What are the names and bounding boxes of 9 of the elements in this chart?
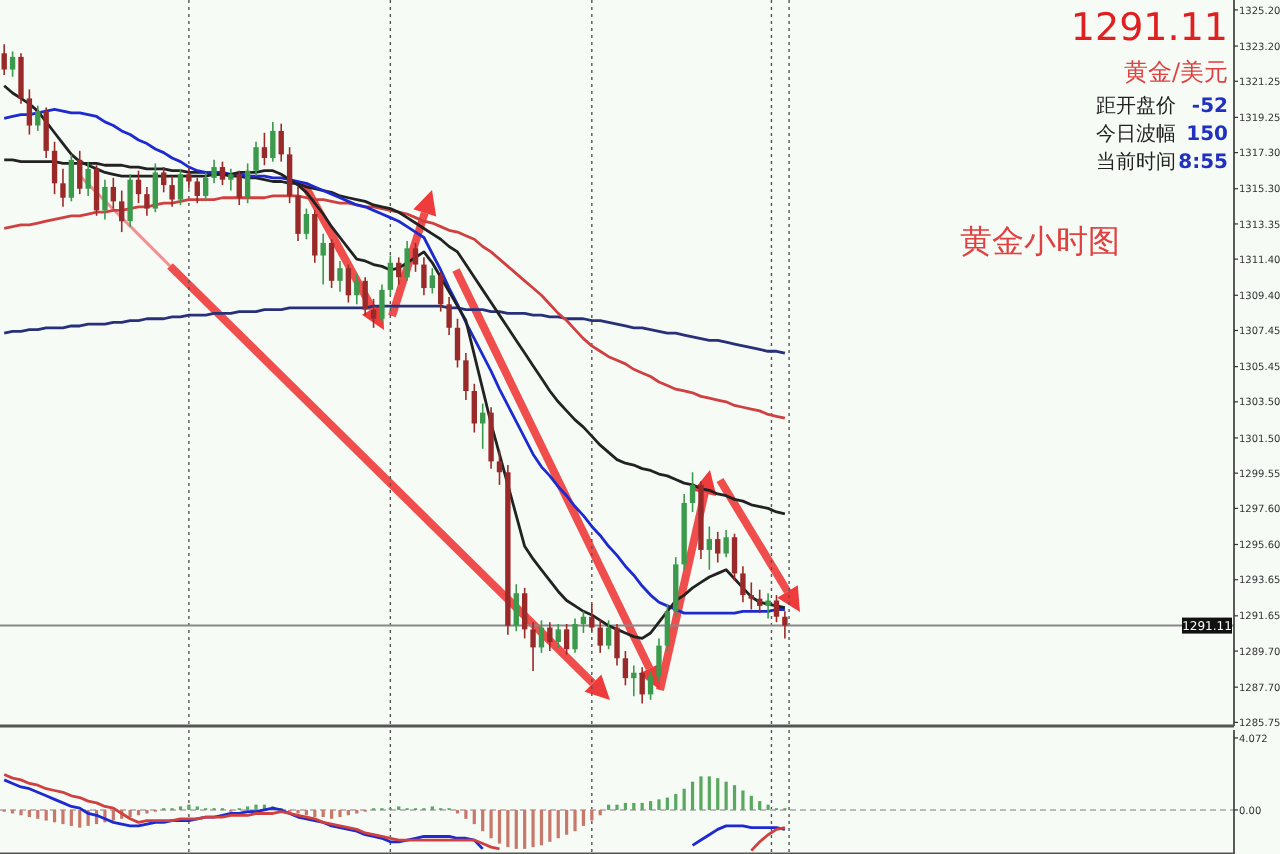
text: 今日波幅 bbox=[1096, 122, 1176, 146]
text: 当前时间 bbox=[1096, 150, 1176, 174]
text: 150 bbox=[1186, 124, 1229, 146]
text: 黄金小时图 bbox=[960, 222, 1120, 260]
text: -52 bbox=[1191, 96, 1229, 118]
text: 黄金/美元 bbox=[1123, 58, 1228, 86]
text: 距开盘价 bbox=[1096, 94, 1176, 118]
text: 8:55 bbox=[1178, 152, 1229, 174]
text: 1291.11 bbox=[1070, 6, 1228, 50]
